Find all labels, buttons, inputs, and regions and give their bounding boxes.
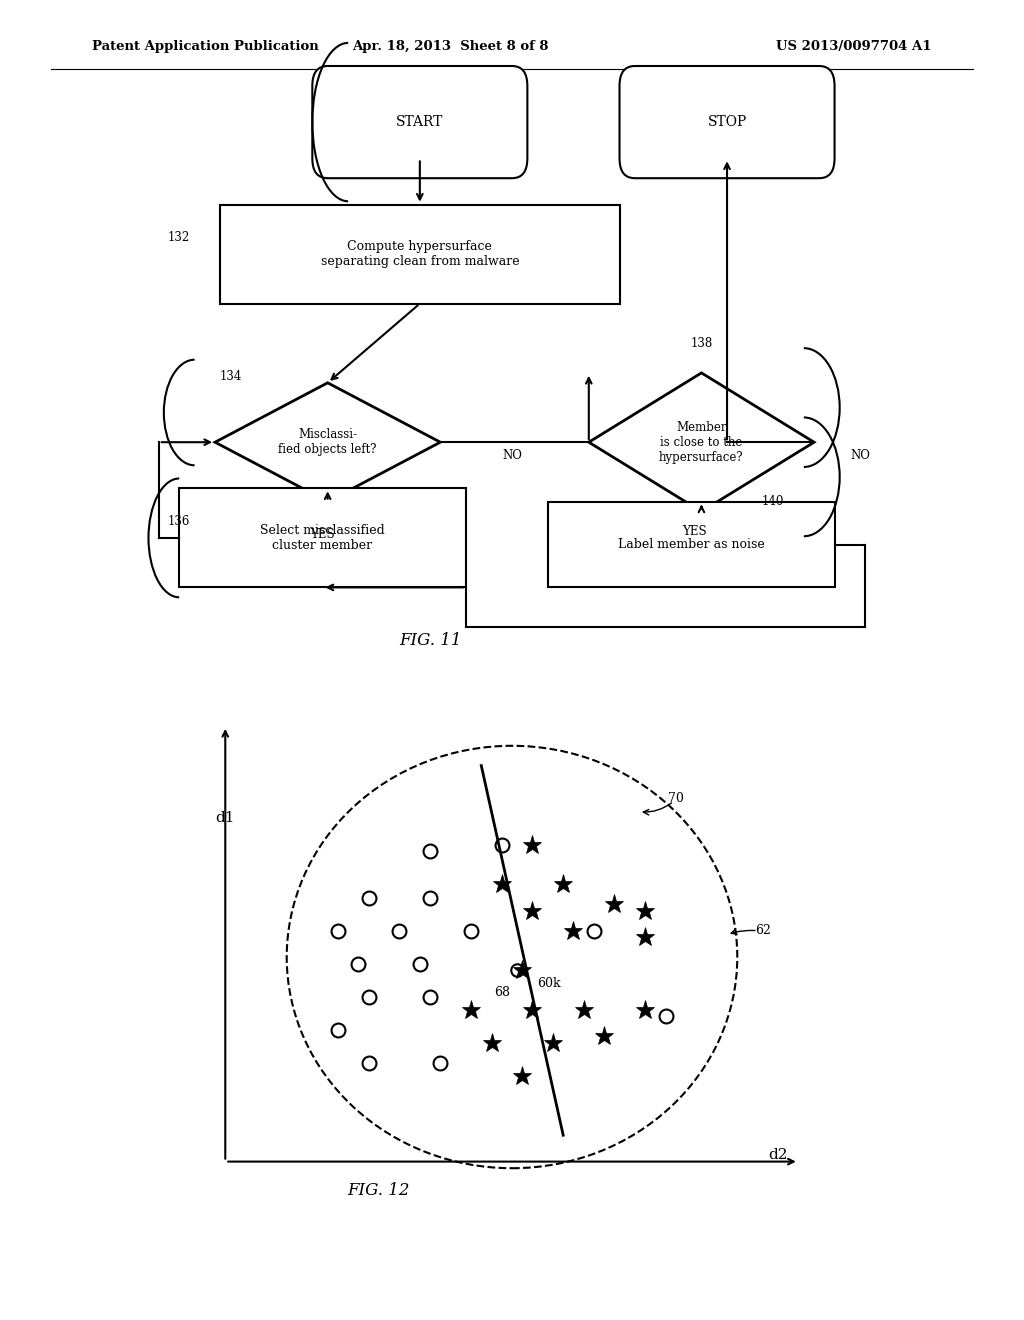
Text: START: START [396,115,443,129]
Text: d2: d2 [768,1148,788,1162]
Text: Member
is close to the
hypersurface?: Member is close to the hypersurface? [659,421,743,463]
Text: Compute hypersurface
separating clean from malware: Compute hypersurface separating clean fr… [321,240,519,268]
Text: d1: d1 [215,812,236,825]
Bar [220,205,620,304]
Bar [179,488,466,587]
FancyBboxPatch shape [620,66,835,178]
Text: 68: 68 [494,986,510,999]
FancyBboxPatch shape [312,66,527,178]
Text: FIG. 12: FIG. 12 [347,1183,411,1199]
Text: YES: YES [310,528,335,541]
Text: 140: 140 [762,495,784,508]
Text: YES: YES [682,525,707,539]
Text: Patent Application Publication: Patent Application Publication [92,40,318,53]
Text: Misclassi-
fied objects left?: Misclassi- fied objects left? [279,428,377,457]
Text: 136: 136 [168,515,190,528]
Text: 70: 70 [668,792,684,805]
Text: FIG. 11: FIG. 11 [398,632,462,648]
Text: Select misclassified
cluster member: Select misclassified cluster member [260,524,385,552]
Text: 138: 138 [690,337,713,350]
Text: 62: 62 [755,924,771,937]
Polygon shape [215,383,440,502]
Text: US 2013/0097704 A1: US 2013/0097704 A1 [776,40,932,53]
Text: NO: NO [502,449,522,462]
Polygon shape [589,372,814,511]
Text: 132: 132 [168,231,190,244]
Text: 134: 134 [219,370,242,383]
Text: 60k: 60k [538,977,561,990]
Bar [548,502,835,587]
Text: NO: NO [850,449,870,462]
Text: Apr. 18, 2013  Sheet 8 of 8: Apr. 18, 2013 Sheet 8 of 8 [352,40,549,53]
Text: STOP: STOP [708,115,746,129]
Text: Label member as noise: Label member as noise [617,539,765,550]
